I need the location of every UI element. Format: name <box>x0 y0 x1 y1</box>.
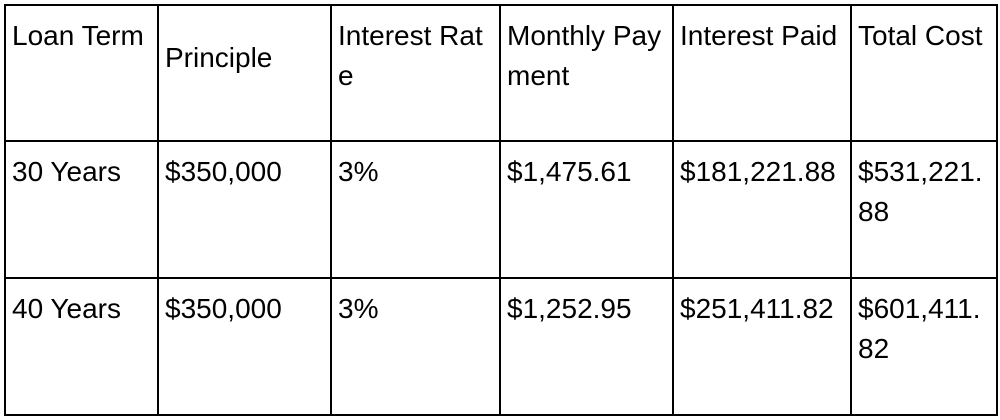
cell-total-cost: $531,221.88 <box>850 140 998 279</box>
table-row: 40 Years $350,000 3% $1,252.95 $251,411.… <box>4 277 998 416</box>
cell-principle: $350,000 <box>157 277 332 416</box>
cell-monthly-payment: $1,252.95 <box>499 277 674 416</box>
header-principle: Principle <box>157 4 332 142</box>
cell-loan-term: 30 Years <box>4 140 159 279</box>
header-interest-rate: Interest Rate <box>330 4 501 142</box>
cell-principle: $350,000 <box>157 140 332 279</box>
header-total-cost: Total Cost <box>850 4 998 142</box>
table-header-row: Loan Term Principle Interest Rate Monthl… <box>4 4 998 142</box>
loan-comparison-table: Loan Term Principle Interest Rate Monthl… <box>4 4 998 416</box>
cell-interest-paid: $251,411.82 <box>672 277 852 416</box>
header-monthly-payment: Monthly Payment <box>499 4 674 142</box>
cell-interest-paid: $181,221.88 <box>672 140 852 279</box>
header-loan-term: Loan Term <box>4 4 159 142</box>
cell-monthly-payment: $1,475.61 <box>499 140 674 279</box>
header-interest-paid: Interest Paid <box>672 4 852 142</box>
cell-interest-rate: 3% <box>330 140 501 279</box>
cell-interest-rate: 3% <box>330 277 501 416</box>
cell-loan-term: 40 Years <box>4 277 159 416</box>
cell-total-cost: $601,411.82 <box>850 277 998 416</box>
table-row: 30 Years $350,000 3% $1,475.61 $181,221.… <box>4 140 998 279</box>
